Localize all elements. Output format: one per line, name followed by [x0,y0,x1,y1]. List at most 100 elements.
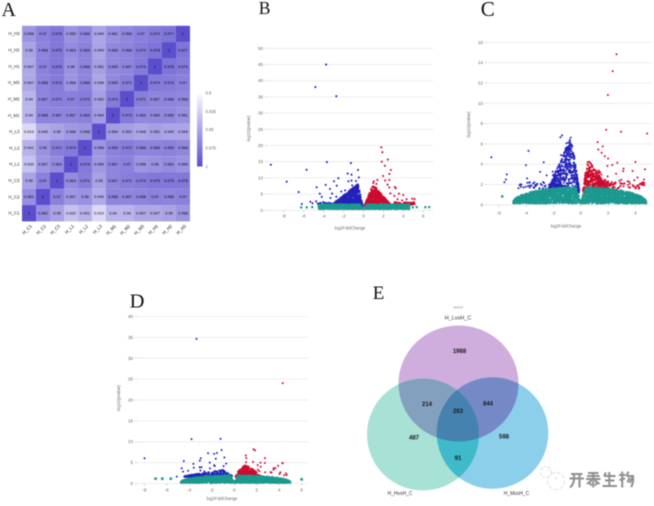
svg-text:-2: -2 [210,488,214,493]
svg-text:-4: -4 [524,211,528,216]
svg-text:-log10(pvalue): -log10(pvalue) [246,115,251,142]
svg-text:0.954: 0.954 [94,113,105,118]
svg-text:14: 14 [478,60,484,65]
svg-text:0.96: 0.96 [67,64,75,69]
svg-text:0.969: 0.969 [164,145,174,150]
svg-text:0: 0 [130,481,133,486]
svg-text:0.975: 0.975 [178,178,188,183]
svg-text:0.94: 0.94 [109,211,117,216]
svg-text:0.961: 0.961 [178,113,188,118]
svg-text:0.96: 0.96 [39,145,47,150]
svg-text:0: 0 [233,488,236,493]
svg-text:0.949: 0.949 [178,129,188,134]
svg-text:-8: -8 [142,488,146,493]
svg-text:log2FoldChange: log2FoldChange [207,496,238,501]
svg-text:0.966: 0.966 [178,145,188,150]
svg-text:5: 5 [130,460,133,465]
svg-text:0.969: 0.969 [80,113,90,118]
svg-text:0.977: 0.977 [164,31,174,36]
svg-text:4: 4 [402,214,405,219]
svg-text:91: 91 [455,456,462,462]
svg-text:0.941: 0.941 [24,145,34,150]
svg-text:H_H2: H_H2 [9,48,21,53]
svg-text:-8: -8 [282,214,286,219]
svg-text:0.94: 0.94 [25,96,33,101]
svg-text:0.956: 0.956 [66,129,76,134]
svg-text:0.9: 0.9 [206,90,212,95]
svg-text:-log10(pvalue): -log10(pvalue) [466,111,471,138]
svg-text:4: 4 [278,488,281,493]
svg-text:0.952: 0.952 [122,129,132,134]
svg-text:0.968: 0.968 [136,194,146,199]
svg-text:H_HvsH_C: H_HvsH_C [387,491,412,497]
svg-text:1: 1 [168,48,170,53]
svg-text:0.962: 0.962 [38,211,48,216]
svg-text:0.967: 0.967 [122,64,132,69]
svg-text:log2FoldChange: log2FoldChange [335,226,366,231]
svg-text:0.932: 0.932 [66,211,76,216]
svg-text:5: 5 [260,192,263,197]
svg-text:E: E [373,283,385,304]
svg-text:0.972: 0.972 [122,145,132,150]
svg-text:0.973: 0.973 [136,48,146,53]
svg-text:15: 15 [258,159,264,164]
svg-text:0.947: 0.947 [24,64,34,69]
svg-text:0.952: 0.952 [150,129,160,134]
svg-text:0.941: 0.941 [80,211,90,216]
svg-text:0.967: 0.967 [38,96,48,101]
svg-text:0.973: 0.973 [122,113,132,118]
svg-text:45: 45 [258,62,264,67]
svg-text:0.95: 0.95 [25,48,33,53]
svg-text:-6: -6 [302,214,306,219]
svg-text:30: 30 [258,111,264,116]
svg-text:4: 4 [634,211,637,216]
svg-text:0.975: 0.975 [52,48,62,53]
svg-text:H_H3: H_H3 [9,31,21,36]
svg-text:0.97: 0.97 [39,31,47,36]
svg-text:0.95: 0.95 [165,211,173,216]
svg-text:0.971: 0.971 [52,96,62,101]
svg-text:0.97: 0.97 [67,96,75,101]
svg-text:0.969: 0.969 [80,48,90,53]
svg-text:0.952: 0.952 [94,96,104,101]
svg-text:0.973: 0.973 [136,178,146,183]
svg-text:0.956: 0.956 [94,162,104,167]
svg-text:H_L3: H_L3 [9,129,20,134]
svg-text:6: 6 [480,141,483,146]
svg-text:0.932: 0.932 [24,162,34,167]
svg-text:0.96: 0.96 [81,194,89,199]
svg-text:0.963: 0.963 [164,162,174,167]
svg-text:0.952: 0.952 [94,64,104,69]
svg-text:0.96: 0.96 [151,162,159,167]
svg-text:25: 25 [128,377,134,382]
svg-text:0.97: 0.97 [137,31,145,36]
svg-text:35: 35 [128,335,134,340]
svg-text:0.95: 0.95 [53,211,61,216]
svg-text:0.975: 0.975 [150,178,160,183]
svg-text:0.971: 0.971 [136,96,146,101]
svg-text:10: 10 [258,175,264,180]
svg-text:0.958: 0.958 [178,211,188,216]
svg-text:0.959: 0.959 [66,31,76,36]
svg-text:0.975: 0.975 [52,31,62,36]
svg-text:H_L2: H_L2 [9,145,20,150]
svg-text:0.97: 0.97 [151,194,159,199]
svg-text:0.968: 0.968 [38,113,48,118]
svg-text:0.95: 0.95 [95,178,103,183]
svg-text:1: 1 [112,113,114,118]
svg-text:0.971: 0.971 [122,178,132,183]
svg-text:0.947: 0.947 [150,211,160,216]
svg-text:0: 0 [480,202,483,207]
svg-text:0.974: 0.974 [80,162,91,167]
svg-text:0.968: 0.968 [108,194,118,199]
svg-text:0.968: 0.968 [80,64,90,69]
svg-text:H_MvsH_C: H_MvsH_C [504,491,530,497]
svg-text:0.967: 0.967 [122,194,132,199]
svg-text:0.958: 0.958 [24,31,34,36]
svg-text:-6: -6 [165,488,169,493]
svg-text:2: 2 [255,488,258,493]
svg-text:1: 1 [56,178,58,183]
svg-text:H_L1: H_L1 [9,162,20,167]
svg-text:H_M3: H_M3 [8,80,20,85]
svg-text:H_M2: H_M2 [8,97,20,102]
